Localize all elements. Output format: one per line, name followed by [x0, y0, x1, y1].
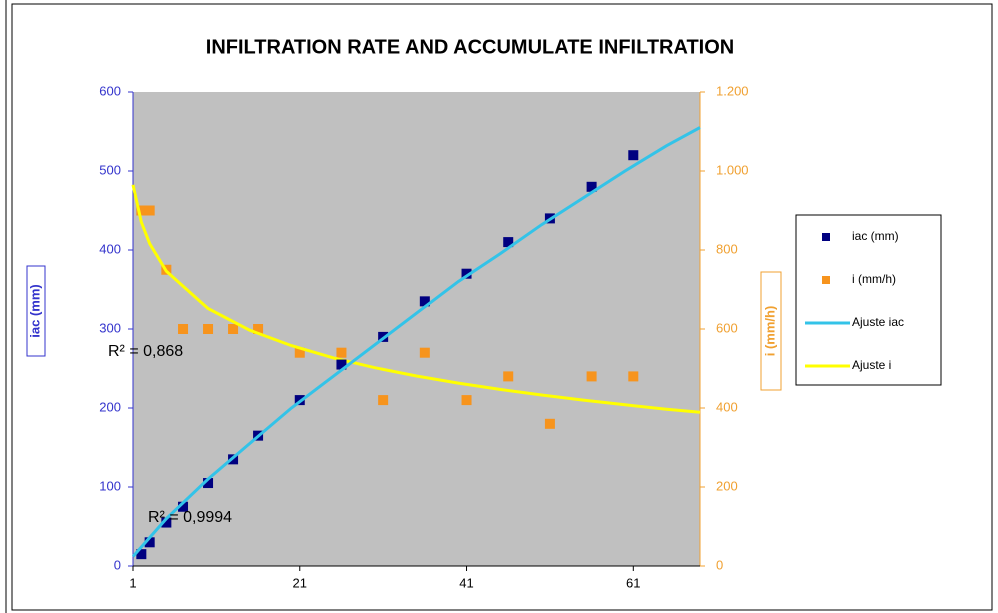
data-point — [544, 418, 555, 429]
y2-label-box — [760, 271, 782, 391]
plot-area — [133, 92, 700, 566]
legend-marker — [822, 233, 830, 241]
y-tick-label: 100 — [99, 478, 121, 493]
y-tick-label: 500 — [99, 162, 121, 177]
y2-tick-label: 1.200 — [716, 83, 749, 98]
data-point — [228, 324, 239, 334]
data-point — [178, 324, 189, 334]
y-tick-label: 600 — [99, 83, 121, 98]
y2-tick-label: 600 — [716, 320, 738, 335]
y2-tick-label: 400 — [716, 399, 738, 414]
trend-line — [131, 184, 701, 414]
y-tick-label: 200 — [99, 399, 121, 414]
chart-frame — [11, 3, 993, 611]
annotation: R² = 0,9994 — [148, 509, 232, 526]
data-point — [136, 549, 147, 560]
y2-axis-label: i (mm/h) — [762, 306, 777, 357]
data-point — [253, 324, 264, 334]
legend-label: iac (mm) — [852, 229, 899, 243]
x-tick-label: 21 — [293, 575, 307, 590]
data-point — [503, 371, 514, 382]
y2-tick-label: 1.000 — [716, 162, 749, 177]
data-point — [461, 395, 472, 406]
x-tick-label: 41 — [459, 575, 473, 590]
data-point — [503, 237, 514, 248]
data-point — [294, 347, 305, 358]
data-point — [586, 181, 597, 192]
legend-label: Ajuste iac — [852, 315, 904, 329]
trend-line — [131, 126, 701, 558]
legend-box — [795, 214, 942, 386]
x-tick-label: 1 — [129, 575, 136, 590]
y2-tick-label: 800 — [716, 241, 738, 256]
data-point — [144, 205, 155, 216]
y-tick-label: 400 — [99, 241, 121, 256]
data-point — [628, 371, 639, 382]
legend-label: Ajuste i — [852, 358, 891, 372]
y-axis-label: iac (mm) — [27, 284, 42, 337]
y-label-box — [26, 265, 46, 357]
y-tick-label: 300 — [99, 320, 121, 335]
y-tick-label: 0 — [114, 557, 121, 572]
data-point — [628, 150, 639, 161]
data-point — [419, 296, 430, 307]
data-point — [419, 347, 430, 358]
data-point — [336, 359, 347, 370]
data-point — [378, 395, 389, 406]
data-point — [336, 347, 347, 358]
data-point — [178, 501, 189, 512]
annotation: R² = 0,868 — [108, 343, 183, 360]
data-point — [136, 205, 147, 216]
data-point — [461, 268, 472, 279]
legend-marker — [822, 276, 830, 284]
legend-label: i (mm/h) — [852, 272, 896, 286]
y2-tick-label: 200 — [716, 478, 738, 493]
data-point — [203, 324, 214, 334]
x-tick-label: 61 — [626, 575, 640, 590]
chart-title: INFILTRATION RATE AND ACCUMULATE INFILTR… — [206, 36, 734, 58]
data-point — [144, 537, 155, 548]
data-point — [586, 371, 597, 382]
data-point — [161, 517, 172, 528]
y2-tick-label: 0 — [716, 557, 723, 572]
data-point — [203, 478, 214, 489]
